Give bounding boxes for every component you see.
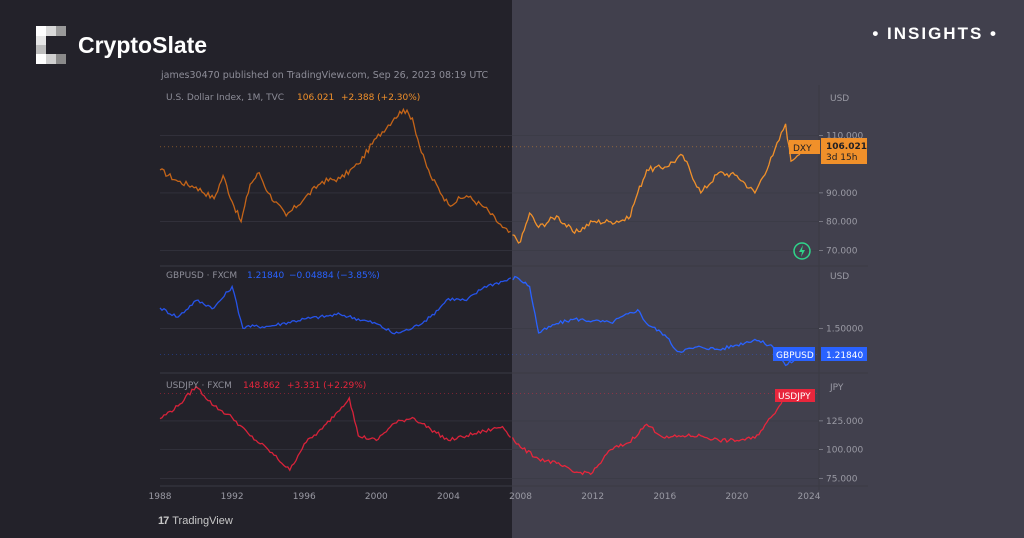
usdjpy-series-line-right xyxy=(511,391,804,476)
x-tick-label-2012: 2012 xyxy=(581,492,604,502)
dxy-tick-label-0: 110.000 xyxy=(826,131,863,141)
tradingview-logo-mark: 17 xyxy=(158,515,169,527)
dxy-legend: U.S. Dollar Index, 1M, TVC 106.021 +2.38… xyxy=(166,93,420,103)
dxy-tag-bg xyxy=(789,140,820,154)
x-tick-label-2024: 2024 xyxy=(798,492,821,502)
usdjpy-series-line-left xyxy=(159,385,511,472)
gbpusd-currency: USD xyxy=(830,272,849,282)
dxy-tick-label-3: 70.000 xyxy=(826,246,858,256)
cryptoslate-logo-icon xyxy=(36,26,66,64)
x-tick-label-2000: 2000 xyxy=(365,492,388,502)
gbpusd-series-line-right xyxy=(512,275,805,367)
gbpusd-tag-label: GBPUSD xyxy=(776,351,814,361)
usdjpy-legend: USDJPY · FXCM 148.862 +3.331 (+2.29%) xyxy=(166,381,366,391)
alert-icon-bolt[interactable] xyxy=(799,245,805,257)
usdjpy-tick-label-0: 125.000 xyxy=(826,417,863,427)
dxy-title: U.S. Dollar Index, 1M, TVC xyxy=(166,93,284,103)
usdjpy-price-tag: USDJPY xyxy=(775,389,815,402)
alert-icon[interactable] xyxy=(793,242,811,260)
dxy-value-tag-bg xyxy=(821,138,867,164)
dxy-tick-label-2: 80.000 xyxy=(826,218,858,228)
dxy-last-value: 106.021 xyxy=(297,93,334,103)
dxy-tick-label-1: 90.000 xyxy=(826,189,858,199)
publish-line: james30470 published on TradingView.com,… xyxy=(160,70,489,81)
dxy-currency: USD xyxy=(830,94,849,104)
gbpusd-last-value: 1.21840 xyxy=(247,271,284,281)
usdjpy-title: USDJPY · FXCM xyxy=(166,381,232,391)
usdjpy-tick-label-2: 75.000 xyxy=(826,474,858,484)
badge-dot-right: • xyxy=(990,24,998,43)
usdjpy-tick-label-1: 100.000 xyxy=(826,446,863,456)
dxy-price-tag-value: 106.021 xyxy=(826,142,867,152)
badge-label: INSIGHTS xyxy=(887,24,984,43)
gbpusd-price-tag: GBPUSD 1.21840 xyxy=(773,347,867,361)
brand: CryptoSlate xyxy=(36,26,207,64)
x-tick-label-1992: 1992 xyxy=(221,492,244,502)
x-tick-label-2020: 2020 xyxy=(725,492,748,502)
dxy-countdown: 3d 15h xyxy=(826,153,857,163)
background-light-half xyxy=(512,0,1024,538)
usdjpy-currency: JPY xyxy=(829,383,844,393)
gbpusd-tag-bg xyxy=(773,347,815,361)
badge-dot-left: • xyxy=(872,24,881,43)
gbpusd-change: −0.04884 (−3.85%) xyxy=(289,271,380,281)
x-tick-label-2008: 2008 xyxy=(509,492,532,502)
insights-badge: • INSIGHTS • xyxy=(872,24,998,44)
tradingview-logo-text: TradingView xyxy=(172,515,233,527)
x-tick-label-2016: 2016 xyxy=(653,492,676,502)
dxy-change: +2.388 (+2.30%) xyxy=(341,93,420,103)
dxy-series-line-left xyxy=(159,107,511,234)
dxy-tag-label: DXY xyxy=(793,144,812,154)
plot-layer: 110.000 90.000 80.000 70.000 1.50000 125.000 1… xyxy=(159,107,863,484)
gbpusd-tick-label-0: 1.50000 xyxy=(826,324,863,334)
usdjpy-tag-label: USDJPY xyxy=(778,392,811,402)
x-tick-label-1988: 1988 xyxy=(149,492,172,502)
dxy-series-line-right xyxy=(512,123,805,244)
gbpusd-legend: GBPUSD · FXCM 1.21840 −0.04884 (−3.85%) xyxy=(166,271,380,281)
usdjpy-tag-bg xyxy=(775,389,815,402)
usdjpy-last-value: 148.862 xyxy=(243,381,280,391)
background-dark-half xyxy=(0,0,512,538)
gbpusd-title: GBPUSD · FXCM xyxy=(166,271,237,281)
usdjpy-change: +3.331 (+2.29%) xyxy=(287,381,366,391)
gbpusd-price-tag-value: 1.21840 xyxy=(826,351,863,361)
x-tick-label-2004: 2004 xyxy=(437,492,460,502)
x-tick-label-1996: 1996 xyxy=(293,492,316,502)
dxy-price-tag: DXY 106.021 3d 15h xyxy=(789,138,867,164)
brand-name: CryptoSlate xyxy=(78,31,208,58)
alert-icon-ring[interactable] xyxy=(793,242,811,260)
gbpusd-series-line-left xyxy=(159,277,512,335)
tradingview-logo: 17 TradingView xyxy=(158,515,233,527)
gbpusd-value-tag-bg xyxy=(821,347,867,361)
